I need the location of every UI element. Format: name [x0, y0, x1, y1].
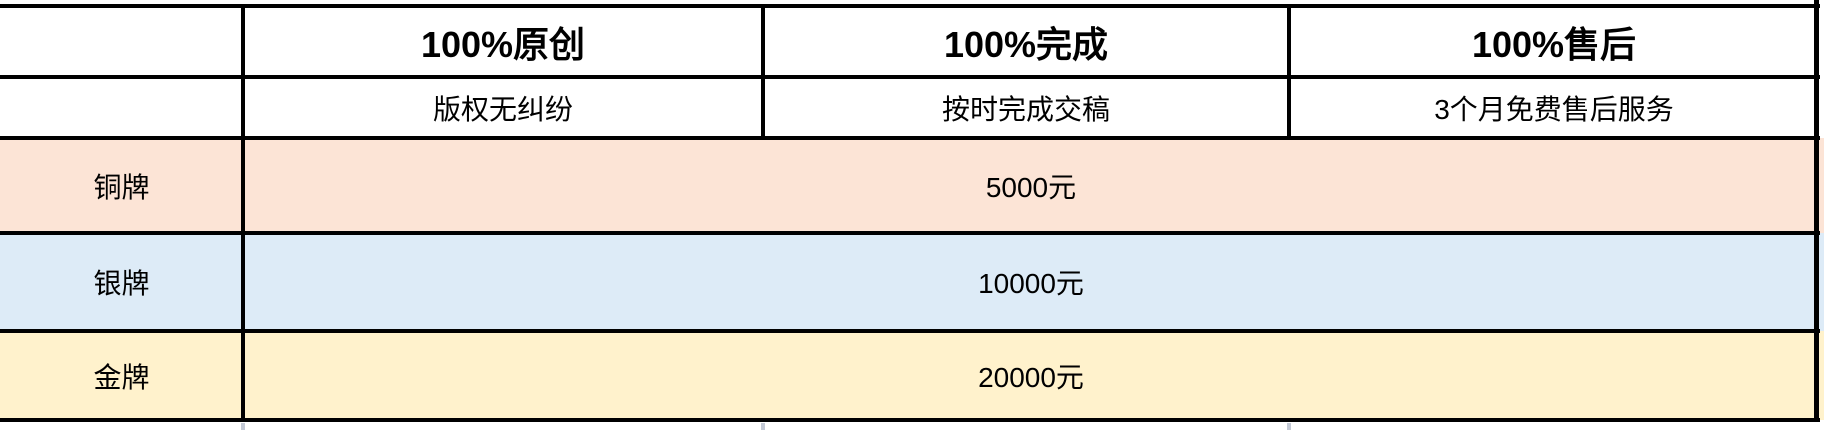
tier-price-bronze: 5000元 — [985, 171, 1077, 203]
grid-line-col2 — [761, 4, 765, 140]
grid-line-col1 — [241, 4, 245, 422]
gridline-tick — [1287, 423, 1291, 430]
subheader-copyright: 版权无纠纷 — [432, 93, 573, 125]
subheader-delivery: 按时完成交稿 — [941, 93, 1110, 125]
tier-row-silver — [0, 233, 1824, 331]
tier-row-gold — [0, 331, 1824, 420]
grid-line-top — [0, 4, 1820, 8]
grid-line-header-bottom — [0, 75, 1820, 79]
subheader-service: 3个月免费售后服务 — [1434, 93, 1674, 125]
gridline-tick — [241, 423, 245, 430]
column-header-completion: 100%完成 — [943, 23, 1109, 65]
grid-line-right-border — [1814, 0, 1819, 422]
grid-line-bottom — [0, 418, 1820, 422]
tier-price-silver: 10000元 — [978, 268, 1084, 299]
tier-row-bronze — [0, 138, 1824, 233]
grid-line-silver-bottom — [0, 329, 1820, 333]
tier-label-bronze: 铜牌 — [93, 171, 150, 203]
tier-price-gold: 20000元 — [978, 361, 1084, 393]
column-header-aftersales: 100%售后 — [1471, 23, 1637, 65]
grid-line-col3 — [1287, 4, 1291, 140]
tier-label-silver: 银牌 — [93, 268, 150, 299]
tier-label-gold: 金牌 — [93, 361, 150, 393]
column-header-original: 100%原创 — [420, 23, 586, 65]
gridline-tick — [761, 423, 765, 430]
grid-line-subheader-bottom — [0, 136, 1820, 140]
grid-line-bronze-bottom — [0, 231, 1820, 235]
